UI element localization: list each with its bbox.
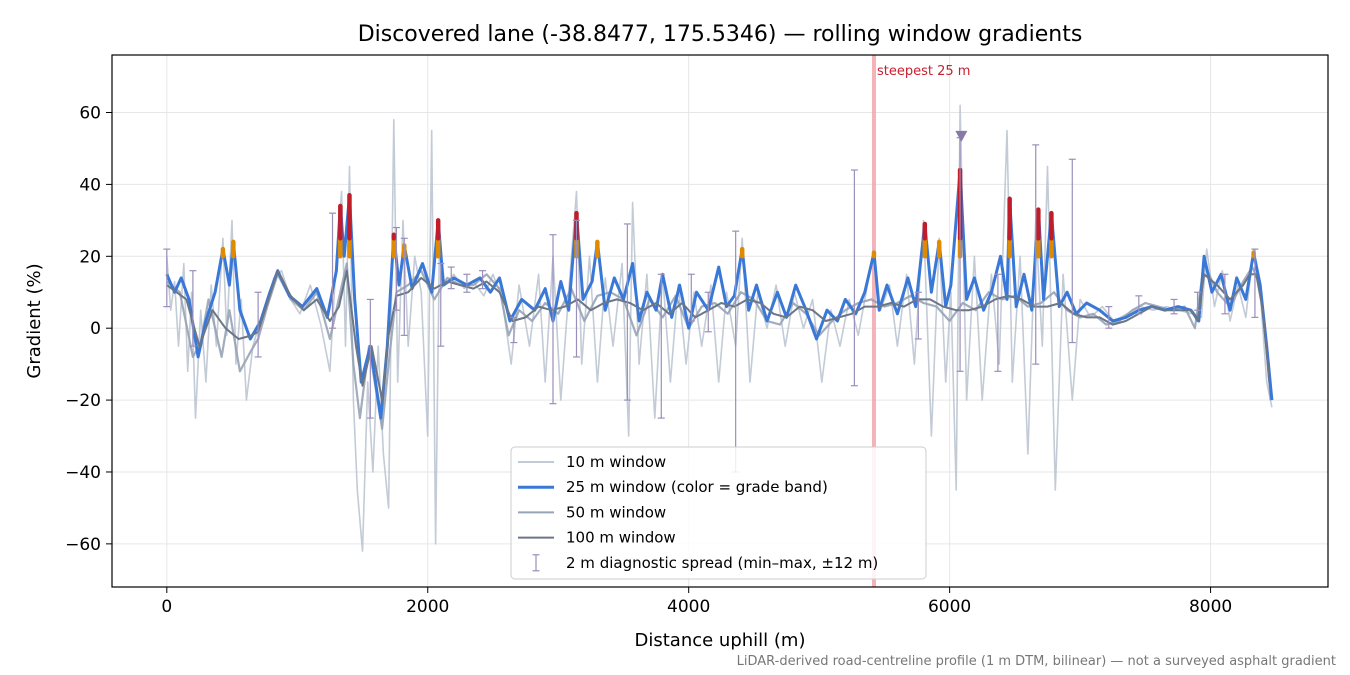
legend-label: 100 m window — [566, 529, 676, 547]
series-line-10m — [166, 104, 1273, 552]
legend-items: 10 m window 25 m window (color = grade ba… — [518, 453, 878, 572]
diagnostic-spread-errorbars — [163, 137, 1259, 473]
legend-label: 25 m window (color = grade band) — [566, 478, 828, 496]
legend-item: 10 m window — [518, 453, 666, 471]
y-tick-label: 60 — [79, 104, 101, 124]
plot-frame — [111, 54, 1329, 588]
legend-box — [510, 446, 927, 580]
y-tick-label: 40 — [79, 175, 101, 195]
legend-label: 50 m window — [566, 503, 666, 521]
legend: 10 m window 25 m window (color = grade ba… — [510, 446, 927, 580]
y-tick-label: 20 — [79, 247, 101, 267]
steepest-segment: steepest 25 m — [871, 55, 970, 587]
peak-marker-triangle — [955, 130, 968, 142]
y-axis-label: Gradient (%) — [24, 263, 45, 378]
legend-label: 2 m diagnostic spread (min–max, ±12 m) — [566, 554, 878, 572]
y-tick-label: −60 — [65, 535, 101, 555]
y-tick-label: −40 — [65, 463, 101, 483]
x-axis-label: Distance uphill (m) — [635, 630, 806, 651]
x-tick-label: 4000 — [667, 597, 710, 617]
steepest-segment-label: steepest 25 m — [877, 64, 970, 79]
peak-marker-layer — [955, 130, 968, 142]
legend-item: 50 m window — [518, 503, 666, 521]
x-tick-label: 8000 — [1189, 597, 1232, 617]
x-tick-label: 0 — [161, 597, 172, 617]
x-tick-label: 2000 — [406, 597, 449, 617]
y-tick-label: 0 — [90, 319, 101, 339]
x-tick-label: 6000 — [928, 597, 971, 617]
steepest-segment-band — [871, 55, 876, 587]
series-line-100m — [166, 269, 1271, 402]
chart-title: Discovered lane (-38.8477, 175.5346) — r… — [358, 22, 1083, 47]
legend-label: 10 m window — [566, 453, 666, 471]
legend-item: 2 m diagnostic spread (min–max, ±12 m) — [532, 554, 878, 572]
series-line-25m — [165, 168, 1274, 420]
legend-item: 100 m window — [518, 529, 676, 547]
footnote: LiDAR-derived road-centreline profile (1… — [737, 654, 1336, 669]
y-axis-ticks: 60 40 20 0 −20 −40 −60 — [65, 104, 112, 555]
legend-item: 25 m window (color = grade band) — [518, 478, 828, 496]
y-tick-label: −20 — [65, 391, 101, 411]
x-axis-ticks: 0 2000 4000 6000 8000 — [161, 587, 1232, 617]
